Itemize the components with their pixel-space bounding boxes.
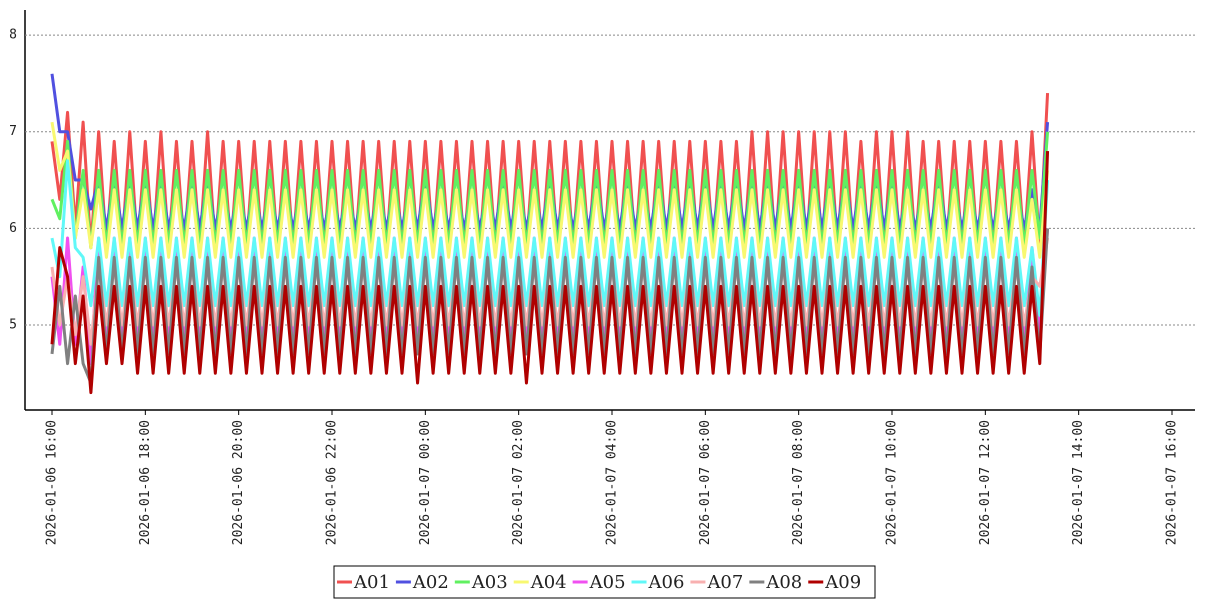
y-tick-label: 7 <box>9 124 17 139</box>
legend-label: A03 <box>471 572 508 593</box>
legend-box <box>333 565 876 599</box>
legend-label: A04 <box>530 572 567 593</box>
legend-label: A06 <box>648 572 685 593</box>
x-tick-label: 2026-01-07 12:00 <box>978 420 993 545</box>
x-tick-label: 2026-01-06 20:00 <box>231 420 246 545</box>
x-tick-label: 2026-01-07 14:00 <box>1071 420 1086 545</box>
series-line <box>50 151 1050 395</box>
legend-label: A09 <box>824 572 861 593</box>
x-tick-label: 2026-01-07 08:00 <box>791 420 806 545</box>
legend-label: A08 <box>765 572 802 593</box>
series-line <box>50 121 1050 259</box>
x-tick-label: 2026-01-06 16:00 <box>45 420 60 545</box>
x-tick-label: 2026-01-07 10:00 <box>885 420 900 545</box>
x-tick-label: 2026-01-06 18:00 <box>138 420 153 545</box>
x-tick-label: 2026-01-06 22:00 <box>325 420 340 545</box>
legend-label: A07 <box>706 572 743 593</box>
x-tick-label: 2026-01-07 00:00 <box>418 420 433 545</box>
x-tick-label: 2026-01-07 04:00 <box>605 420 620 545</box>
y-tick-label: 6 <box>9 221 17 236</box>
legend-label: A02 <box>412 572 449 593</box>
legend-label: A05 <box>589 572 626 593</box>
x-tick-label: 2026-01-07 06:00 <box>698 420 713 545</box>
y-tick-label: 8 <box>9 28 17 43</box>
x-tick-label: 2026-01-07 02:00 <box>511 420 526 545</box>
series-line <box>50 228 1050 385</box>
y-tick-label: 5 <box>9 317 17 332</box>
x-tick-label: 2026-01-07 16:00 <box>1165 420 1180 545</box>
series-line <box>50 159 1050 317</box>
legend-label: A01 <box>353 572 390 593</box>
